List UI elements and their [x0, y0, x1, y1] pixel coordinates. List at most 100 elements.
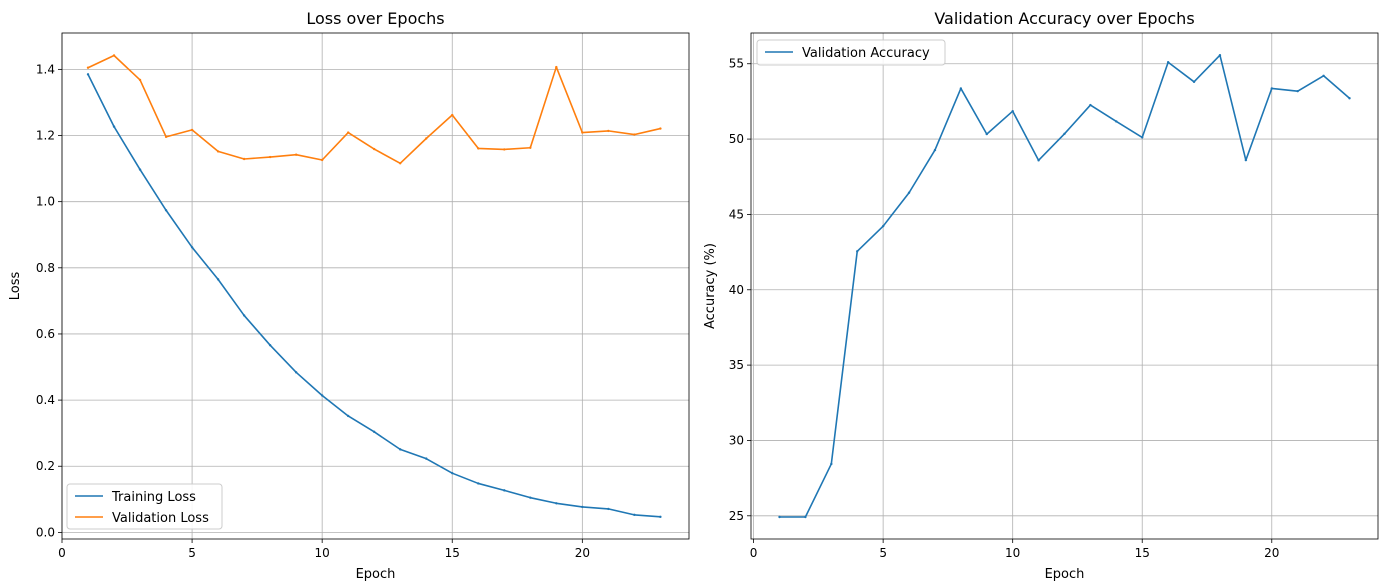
x-tick-label: 5: [188, 546, 196, 560]
legend-box: [756, 39, 946, 66]
x-tick-label: 10: [1005, 546, 1020, 560]
series-line-validation-accuracy: [779, 54, 1351, 518]
data-point: [399, 162, 402, 165]
chart-2: 0 5 10 15 20 25 30 35 40 45 50 55 Validation Accurac…: [703, 9, 1379, 582]
data-point: [804, 515, 807, 519]
data-point: [881, 224, 885, 228]
data-point: [425, 457, 428, 460]
legend-box: [66, 483, 223, 530]
data-point: [268, 155, 272, 159]
data-point: [907, 191, 911, 194]
x-tick-label: 20: [575, 546, 590, 560]
data-point: [190, 128, 194, 132]
data-point: [477, 482, 480, 485]
data-point: [1037, 159, 1040, 162]
data-point: [164, 135, 168, 139]
data-point: [959, 87, 963, 90]
data-point: [1218, 53, 1222, 57]
data-point: [856, 250, 859, 253]
x-axis-label: Epoch: [356, 567, 396, 581]
y-tick-label: 30: [729, 433, 744, 447]
data-point: [607, 507, 610, 511]
chart-title: Validation Accuracy over Epochs: [934, 9, 1194, 28]
data-point: [1089, 103, 1092, 107]
data-point: [320, 394, 324, 397]
y-tick-label: 1.4: [36, 62, 55, 76]
data-point: [1011, 110, 1014, 113]
data-point: [1115, 120, 1118, 123]
data-point: [830, 462, 833, 466]
data-point: [451, 471, 454, 475]
data-point: [1192, 80, 1196, 84]
axes-frame: [750, 32, 1379, 540]
data-point: [1322, 74, 1325, 77]
y-tick-label: 55: [729, 57, 744, 71]
data-point: [1270, 87, 1273, 90]
data-point: [555, 65, 558, 69]
data-point: [659, 515, 662, 519]
data-point: [242, 157, 246, 161]
y-tick-label: 40: [729, 283, 744, 297]
data-point: [477, 147, 480, 150]
data-point: [112, 125, 116, 128]
legend-label: Validation Loss: [112, 511, 209, 526]
y-tick-label: 0.2: [36, 459, 55, 473]
data-point: [633, 133, 636, 136]
y-tick-label: 35: [729, 358, 744, 372]
data-point: [138, 168, 142, 171]
data-point: [320, 158, 324, 162]
data-point: [294, 371, 298, 374]
data-point: [581, 131, 584, 134]
data-point: [529, 496, 532, 499]
legend-label: Training Loss: [111, 490, 196, 505]
legend-label: Validation Accuracy: [802, 46, 930, 61]
y-axis-label: Accuracy (%): [703, 243, 718, 329]
x-tick-label: 5: [879, 546, 887, 560]
x-tick-label: 15: [445, 546, 460, 560]
legend: Training Loss Validation Loss: [66, 483, 223, 530]
x-tick-label: 20: [1264, 546, 1279, 560]
data-point: [933, 148, 937, 152]
data-point: [190, 246, 194, 249]
y-tick-label: 0.0: [36, 525, 55, 539]
y-tick-label: 0.4: [36, 393, 55, 407]
data-point: [372, 430, 376, 434]
data-point: [86, 66, 90, 69]
data-point: [346, 414, 350, 418]
legend: Validation Accuracy: [756, 39, 946, 66]
y-tick-label: 45: [729, 207, 744, 221]
data-point: [1141, 136, 1144, 139]
data-point: [346, 131, 350, 134]
y-tick-label: 1.0: [36, 195, 55, 209]
y-tick-label: 0.8: [36, 261, 55, 275]
data-point: [451, 113, 454, 117]
data-point: [778, 515, 781, 519]
data-point: [216, 150, 220, 153]
data-point: [985, 132, 988, 136]
data-point: [1063, 132, 1066, 136]
data-point: [607, 129, 610, 133]
data-point: [529, 146, 532, 149]
data-point: [242, 314, 246, 317]
data-point: [138, 78, 142, 82]
data-point: [112, 54, 116, 57]
data-point: [164, 209, 168, 212]
data-point: [1166, 61, 1170, 64]
data-point: [1296, 89, 1299, 93]
data-point: [503, 489, 506, 492]
y-tick-label: 25: [729, 509, 744, 523]
data-point: [659, 127, 662, 130]
data-point: [1244, 158, 1248, 162]
data-point: [216, 278, 220, 281]
y-tick-label: 0.6: [36, 327, 55, 341]
x-axis-label: Epoch: [1045, 567, 1085, 581]
data-point: [1348, 97, 1351, 100]
data-point: [372, 147, 376, 151]
data-point: [425, 137, 428, 140]
chart-title: Loss over Epochs: [306, 9, 444, 28]
y-tick-label: 1.2: [36, 129, 55, 143]
chart-1: 0 5 10 15 20 0.0 0.2 0.4 0.6 0.8 1.0 1.2 1.4 Loss ove…: [8, 9, 690, 582]
series-line-training-loss: [87, 73, 661, 518]
data-point: [399, 448, 402, 451]
